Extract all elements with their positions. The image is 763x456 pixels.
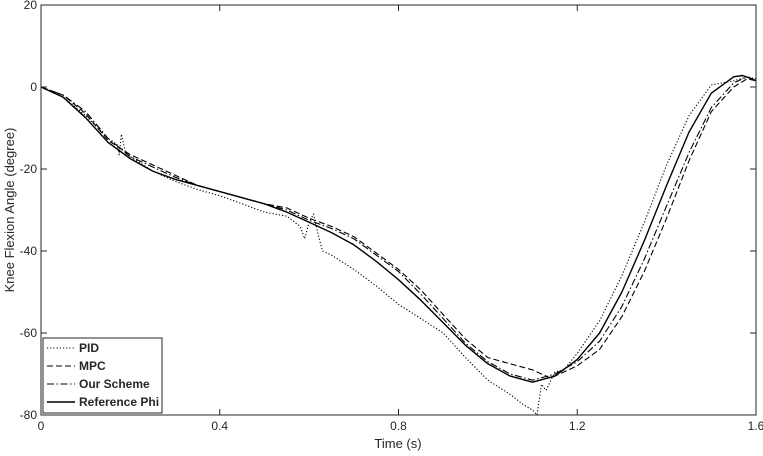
x-tick-label: 0.8 (390, 419, 407, 433)
x-tick-label: 0 (38, 419, 45, 433)
y-tick-label: 0 (30, 80, 37, 94)
y-tick-label: 20 (24, 0, 38, 12)
legend-label: MPC (79, 359, 106, 373)
legend-box (42, 337, 163, 414)
x-tick-label: 1.2 (569, 419, 586, 433)
x-tick-label: 1.6 (748, 419, 763, 433)
y-tick-label: -80 (20, 408, 38, 422)
legend-label: PID (79, 341, 99, 355)
series-line-our-scheme (40, 76, 757, 381)
y-tick-label: -60 (20, 326, 38, 340)
y-axis-label: Knee Flexion Angle (degree) (2, 128, 17, 293)
series-lines (40, 74, 757, 416)
y-tick-label: -20 (20, 162, 38, 176)
series-line-mpc (40, 78, 757, 379)
y-tick-label: -40 (20, 244, 38, 258)
legend-label: Our Scheme (79, 377, 150, 391)
legend-label: Reference Phi (79, 395, 159, 409)
x-tick-label: 0.4 (211, 419, 228, 433)
series-line-pid (40, 76, 757, 416)
axis-ticks: 0 0.4 0.8 1.2 1.6 -80 -60 -40 -20 0 20 (20, 0, 763, 433)
x-axis-label: Time (s) (374, 436, 421, 451)
series-line-reference-phi (40, 74, 757, 383)
legend: PID MPC Our Scheme Reference Phi (42, 337, 163, 414)
